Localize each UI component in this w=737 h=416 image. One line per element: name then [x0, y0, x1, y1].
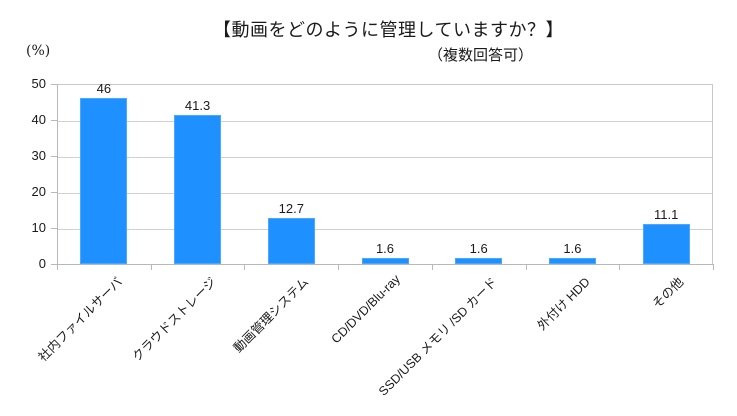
y-tick-label: 10 [31, 220, 46, 235]
chart-title: 【動画をどのように管理していますか？】 [213, 20, 564, 41]
y-axis-unit: (%) [26, 43, 51, 59]
bar [455, 258, 503, 264]
x-tick [150, 264, 152, 270]
y-tick-label: 50 [31, 76, 46, 91]
plot-area [57, 84, 713, 264]
x-category-label: その他 [649, 274, 687, 312]
x-tick [338, 264, 340, 270]
x-tick [525, 264, 527, 270]
y-tick [51, 84, 57, 85]
x-tick [57, 264, 58, 270]
x-category-label: CD/DVD/Blu-ray [328, 272, 403, 347]
y-tick [51, 264, 57, 265]
bar [548, 258, 596, 264]
chart-subtitle: （複数回答可） [428, 46, 534, 64]
gridline [57, 193, 712, 194]
bar [361, 258, 409, 264]
bar [174, 115, 222, 264]
y-tick [51, 228, 57, 229]
x-category-label: クラウドストレージ [129, 274, 219, 365]
value-label: 41.3 [184, 98, 211, 114]
bar [267, 218, 315, 264]
y-tick-label: 30 [31, 148, 46, 163]
x-axis-line [51, 264, 713, 265]
y-tick [51, 192, 57, 193]
y-tick [51, 156, 57, 157]
gridline [57, 121, 712, 122]
gridline [57, 229, 712, 230]
value-label: 1.6 [469, 241, 488, 257]
y-tick [51, 120, 57, 121]
y-tick-label: 0 [38, 256, 46, 271]
y-tick-label: 20 [31, 184, 46, 199]
bar [80, 98, 128, 264]
x-tick [244, 264, 246, 270]
y-tick-label: 40 [31, 112, 46, 127]
value-label: 46 [96, 81, 112, 97]
value-label: 1.6 [563, 241, 582, 257]
x-tick [713, 264, 714, 270]
gridline [57, 157, 712, 158]
value-label: 12.7 [278, 201, 304, 217]
y-axis-line [57, 84, 58, 270]
value-label: 11.1 [653, 207, 679, 223]
value-label: 1.6 [375, 241, 395, 257]
x-tick [431, 264, 433, 270]
x-category-label: 社内ファイルサーバ [35, 274, 125, 365]
x-tick [619, 264, 621, 270]
bar [642, 224, 690, 264]
x-category-label: 動画管理システム [231, 274, 312, 356]
x-category-label: 外付け HDD [535, 274, 594, 333]
